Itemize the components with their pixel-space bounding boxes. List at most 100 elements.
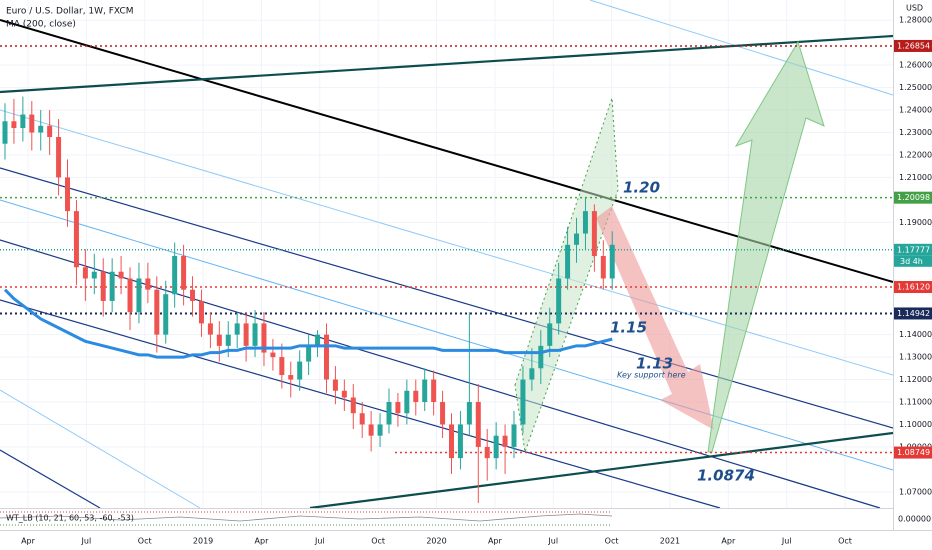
candle-body (234, 323, 240, 335)
x-tick-label: Oct (138, 537, 152, 546)
y-tick-label: 1.19000 (899, 218, 932, 227)
price-label: 1.26854 (897, 41, 930, 50)
channel-line (0, 199, 894, 471)
price-label-bg (894, 281, 932, 294)
down-arrow (596, 206, 714, 430)
candle-body (20, 114, 26, 129)
candle-body (127, 278, 133, 313)
candle-body (591, 211, 597, 257)
candle-body (565, 244, 571, 279)
price-label: 1.08749 (897, 448, 930, 457)
x-tick-label: Jul (781, 537, 792, 546)
drawings (0, 0, 894, 510)
price-label-bg (894, 191, 932, 204)
trend-line (0, 34, 894, 94)
candle-body (190, 289, 196, 301)
candle-body (306, 345, 312, 362)
candle-body (493, 435, 499, 459)
annotations: 1.20 1.15 1.13 Key support here 1.0874 (610, 179, 755, 485)
candle-body (172, 256, 178, 295)
axis: 1.28000 1.26000 1.25000 1.24000 1.23000 1.220… (21, 16, 932, 546)
candle-body (600, 256, 606, 279)
y-tick-label: 1.10000 (899, 420, 932, 429)
candle-body (529, 368, 535, 380)
x-tick-label: Oct (605, 537, 619, 546)
chart-title: Euro / U.S. Dollar, 1W, FXCM (6, 7, 134, 17)
candle-body (82, 267, 88, 279)
candle-body (109, 271, 115, 301)
candle-body (288, 375, 294, 380)
candle-body (207, 323, 213, 335)
y-tick-label: 1.23000 (899, 128, 932, 137)
candle-body (136, 278, 142, 313)
moving-average (3, 288, 613, 359)
countdown: 3d 4h (900, 257, 923, 266)
x-tick-label: Apr (255, 537, 270, 546)
y-tick-label: 1.22000 (899, 150, 932, 159)
x-tick-label: 2020 (426, 537, 446, 546)
candle-body (350, 397, 356, 414)
y-tick-label: 1.24000 (899, 106, 932, 115)
price-label-bg (894, 39, 932, 52)
x-tick-label: Oct (838, 537, 852, 546)
candle-body (198, 300, 204, 324)
levels (0, 45, 893, 454)
candle-body (279, 357, 285, 376)
candle-body (511, 424, 517, 447)
candle-body (154, 289, 160, 335)
candle-body (440, 401, 446, 425)
candle-body (243, 323, 249, 346)
candle-body (56, 136, 62, 178)
candle-body (538, 345, 544, 369)
oscillator-tick: 0.00000 (898, 515, 931, 524)
y-tick-label: 1.14000 (899, 330, 932, 339)
candle-body (11, 121, 17, 129)
candle-body (368, 424, 374, 436)
x-tick-label: 2019 (193, 537, 213, 546)
candle-body (315, 334, 321, 346)
candle-body (216, 334, 222, 346)
candle-body (38, 125, 44, 133)
candle-body (2, 121, 8, 144)
x-tick-label: Apr (488, 537, 503, 546)
y-tick-label: 1.11000 (899, 397, 932, 406)
candle-body (502, 435, 508, 447)
candle-body (574, 233, 580, 245)
annotation: 1.15 (610, 319, 647, 337)
channel-line (0, 167, 894, 429)
candle-body (404, 390, 410, 414)
candle-body (413, 390, 419, 402)
candle-body (377, 424, 383, 436)
countdown-bg (894, 255, 932, 267)
y-tick-label: 1.28000 (899, 16, 932, 25)
channel-line (589, 0, 894, 96)
annotation: Key support here (617, 371, 686, 380)
y-tick-label: 1.13000 (899, 353, 932, 362)
annotation: 1.0874 (697, 467, 755, 485)
x-tick-label: Apr (721, 537, 736, 546)
candle-body (73, 211, 79, 268)
x-tick-label: Oct (371, 537, 385, 546)
candle-body (163, 294, 169, 335)
candle-body (431, 379, 437, 402)
price-label: 1.14942 (897, 309, 930, 318)
x-tick-label: Jul (314, 537, 325, 546)
y-tick-label: 1.21000 (899, 173, 932, 182)
candle-body (270, 352, 276, 358)
price-label: 1.17777 (897, 245, 930, 254)
candle-body (29, 114, 35, 133)
price-label-bg (894, 243, 932, 256)
candle-body (395, 401, 401, 414)
channel-line (0, 449, 101, 509)
candle-body (466, 401, 472, 425)
candle-body (484, 446, 490, 459)
trend-line (309, 431, 894, 510)
up-arrow (707, 40, 825, 453)
x-tick-label: 2021 (660, 537, 680, 546)
candle-body (261, 323, 267, 353)
candle-body (609, 244, 615, 279)
price-label: 1.16120 (897, 283, 930, 292)
candle-body (457, 424, 463, 459)
channel-line (0, 389, 201, 509)
y-tick-label: 1.07000 (899, 487, 932, 496)
